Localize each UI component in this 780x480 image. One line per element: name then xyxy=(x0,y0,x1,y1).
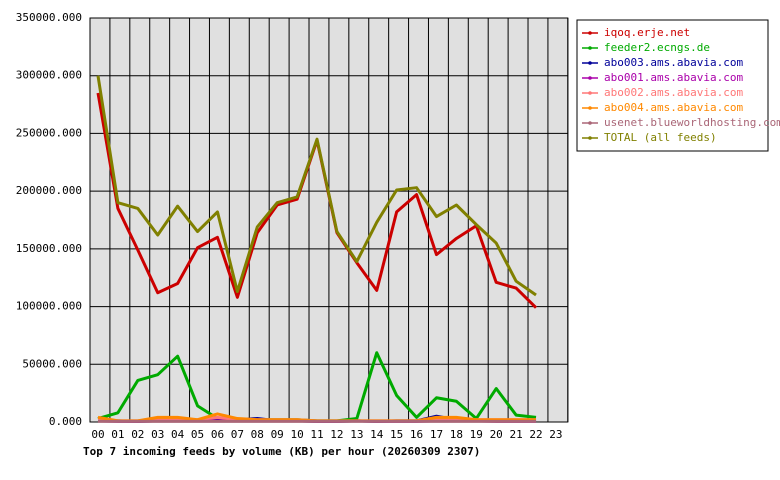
legend-dot xyxy=(588,121,592,125)
x-tick-label: 07 xyxy=(231,428,244,441)
x-tick-label: 04 xyxy=(171,428,185,441)
legend-label: TOTAL (all feeds) xyxy=(604,131,717,144)
legend-label: abo003.ams.abavia.com xyxy=(604,56,743,69)
y-tick-label: 300000.000 xyxy=(16,69,82,82)
legend-dot xyxy=(588,106,592,110)
x-tick-label: 16 xyxy=(410,428,423,441)
x-tick-label: 20 xyxy=(490,428,503,441)
legend-dot xyxy=(588,46,592,50)
legend-dot xyxy=(588,76,592,80)
x-tick-label: 18 xyxy=(450,428,463,441)
x-tick-label: 01 xyxy=(111,428,124,441)
y-tick-label: 350000.000 xyxy=(16,11,82,24)
legend xyxy=(576,19,769,152)
legend-label: abo004.ams.abavia.com xyxy=(604,101,743,114)
x-tick-label: 05 xyxy=(191,428,204,441)
x-tick-label: 14 xyxy=(370,428,384,441)
y-tick-label: 50000.000 xyxy=(22,357,82,370)
y-tick-label: 200000.000 xyxy=(16,184,82,197)
legend-label: feeder2.ecngs.de xyxy=(604,41,710,54)
y-tick-label: 150000.000 xyxy=(16,242,82,255)
x-tick-label: 22 xyxy=(529,428,542,441)
x-tick-label: 13 xyxy=(350,428,363,441)
x-tick-label: 15 xyxy=(390,428,403,441)
chart-title: Top 7 incoming feeds by volume (KB) per … xyxy=(83,445,480,458)
legend-label: usenet.blueworldhosting.com xyxy=(604,116,780,129)
x-tick-label: 21 xyxy=(509,428,522,441)
x-tick-label: 03 xyxy=(151,428,164,441)
legend-dot xyxy=(588,136,592,140)
y-tick-label: 250000.000 xyxy=(16,126,82,139)
legend-dot xyxy=(588,31,592,35)
x-tick-label: 10 xyxy=(290,428,303,441)
x-tick-label: 02 xyxy=(131,428,144,441)
x-tick-label: 12 xyxy=(330,428,343,441)
legend-label: abo001.ams.abavia.com xyxy=(604,71,743,84)
series-line xyxy=(96,75,537,297)
x-tick-label: 19 xyxy=(470,428,483,441)
legend-label: abo002.ams.abavia.com xyxy=(604,86,743,99)
legend-dot xyxy=(588,61,592,65)
x-tick-label: 00 xyxy=(91,428,104,441)
x-tick-label: 09 xyxy=(271,428,284,441)
x-tick-label: 17 xyxy=(430,428,443,441)
x-tick-label: 06 xyxy=(211,428,224,441)
legend-label: iqoq.erje.net xyxy=(604,26,690,39)
legend-dot xyxy=(588,91,592,95)
x-tick-label: 08 xyxy=(251,428,264,441)
x-tick-label: 11 xyxy=(310,428,323,441)
y-tick-label: 100000.000 xyxy=(16,300,82,313)
y-tick-label: 0.000 xyxy=(49,415,82,428)
x-tick-label: 23 xyxy=(549,428,562,441)
